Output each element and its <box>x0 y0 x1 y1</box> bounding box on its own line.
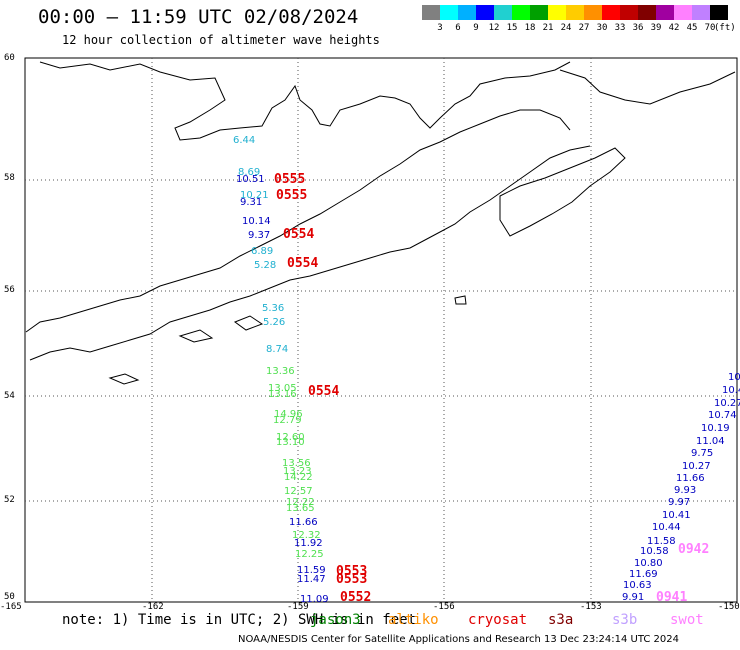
east-track-value: 10.19 <box>701 423 730 434</box>
lat-label: 60 <box>4 53 15 63</box>
lon-label: -150 <box>718 602 740 612</box>
track-value: 10.14 <box>242 216 271 227</box>
east-track-value: 10.27 <box>714 398 740 409</box>
east-track-value: 10.4 <box>722 385 740 396</box>
track-value: 11.66 <box>289 517 318 528</box>
track-value: 13.10 <box>276 437 305 448</box>
track-value: 10.51 <box>236 174 265 185</box>
east-track-value: 10.58 <box>640 546 669 557</box>
track-value: 6.44 <box>233 135 255 146</box>
east-track-value: 10.80 <box>634 558 663 569</box>
coastline <box>26 62 735 384</box>
track-value: 13.65 <box>286 503 315 514</box>
track-value: 9.31 <box>240 197 262 208</box>
satellite-name: altiko <box>388 612 439 628</box>
east-track-value: 9.91 <box>622 592 644 603</box>
graticule <box>25 58 737 602</box>
lat-label: 58 <box>4 173 15 183</box>
east-track-value: 9.93 <box>674 485 696 496</box>
east-track-value: 10.63 <box>623 580 652 591</box>
track-value: 9.37 <box>248 230 270 241</box>
pass-time-label: 0554 <box>308 384 339 399</box>
east-track-value: 11.04 <box>696 436 725 447</box>
track-value: 12.25 <box>295 549 324 560</box>
track-value: 14.22 <box>284 472 313 483</box>
track-value: 5.28 <box>254 260 276 271</box>
lat-label: 50 <box>4 592 15 602</box>
track-value: 13.36 <box>266 366 295 377</box>
lat-label: 56 <box>4 285 15 295</box>
satellite-name: swot <box>670 612 704 628</box>
east-track-value: 10.74 <box>708 410 737 421</box>
kodiak-island <box>500 148 625 236</box>
track-value: 5.26 <box>263 317 285 328</box>
east-track-value: 10.44 <box>652 522 681 533</box>
lat-label: 52 <box>4 495 15 505</box>
satellite-name: s3b <box>612 612 637 628</box>
track-value: 12.57 <box>284 486 313 497</box>
track-value: 11.09 <box>300 594 329 605</box>
east-track-value: 9.97 <box>668 497 690 508</box>
track-value: 12.79 <box>273 415 302 426</box>
satellite-name: cryosat <box>468 612 527 628</box>
pass-time-label: 0942 <box>678 542 709 557</box>
kenai-coast <box>560 70 735 104</box>
track-value: 11.47 <box>297 574 326 585</box>
shumagin-islands <box>110 316 262 384</box>
track-value: 5.36 <box>262 303 284 314</box>
track-value: 6.89 <box>251 246 273 257</box>
lon-label: -153 <box>580 602 602 612</box>
footer-note: note: 1) Time is in UTC; 2) SWH is in fe… <box>62 612 416 628</box>
footer-credit: NOAA/NESDIS Center for Satellite Applica… <box>238 634 679 645</box>
island-east <box>455 296 466 304</box>
alaska-peninsula-south <box>30 146 590 360</box>
pass-time-label: 0554 <box>287 256 318 271</box>
lon-label: -162 <box>142 602 164 612</box>
east-track-value: 10.41 <box>662 510 691 521</box>
satellite-name: s3a <box>548 612 573 628</box>
pass-time-label: 0941 <box>656 590 687 605</box>
pass-time-label: 0555 <box>276 188 307 203</box>
lat-label: 54 <box>4 391 15 401</box>
east-track-value: 10.27 <box>682 461 711 472</box>
east-track-value: 11.66 <box>676 473 705 484</box>
track-value: 13.16 <box>268 389 297 400</box>
pass-time-label: 0552 <box>340 590 371 605</box>
lon-label: -156 <box>433 602 455 612</box>
lon-label: -165 <box>0 602 22 612</box>
east-track-value: 10. <box>728 372 740 383</box>
track-value: 8.74 <box>266 344 288 355</box>
pass-time-label: 0555 <box>274 172 305 187</box>
track-value: 11.92 <box>294 538 323 549</box>
pass-time-label: 0553 <box>336 572 367 587</box>
map-frame <box>25 58 737 602</box>
bristol-bay-north-coast <box>40 62 570 140</box>
satellite-name: jason3 <box>310 612 361 628</box>
east-track-value: 11.69 <box>629 569 658 580</box>
east-track-value: 9.75 <box>691 448 713 459</box>
pass-time-label: 0554 <box>283 227 314 242</box>
